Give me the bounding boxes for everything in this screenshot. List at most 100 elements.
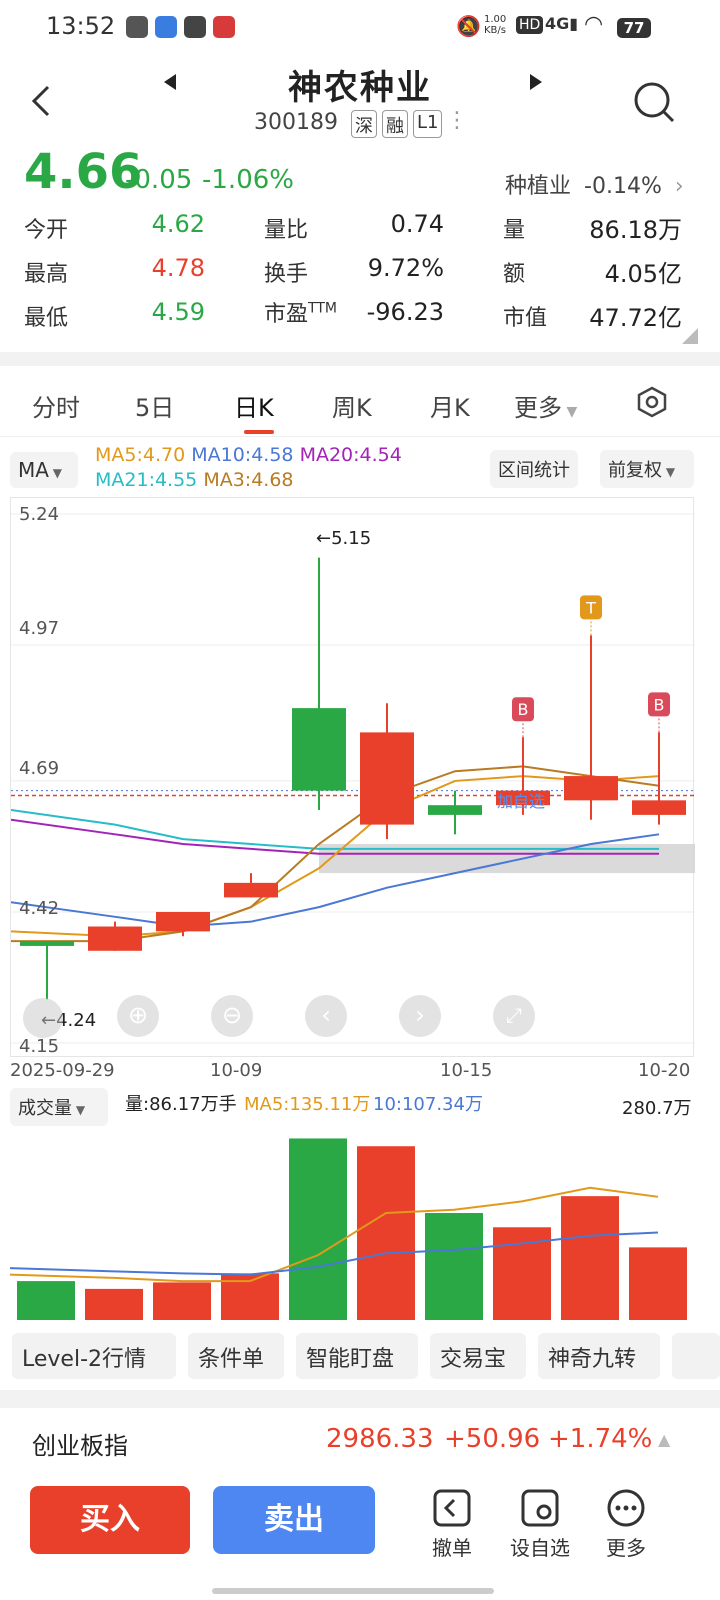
volume-chart[interactable]: [9, 1090, 694, 1322]
signal-icon: 4G▮: [545, 14, 579, 33]
candle-body: [88, 926, 142, 951]
trade-marker-label: T: [585, 598, 596, 617]
scroll-left-end-button[interactable]: [23, 998, 63, 1038]
more-dots-icon[interactable]: ⋮: [446, 108, 468, 133]
cancel-order-icon[interactable]: [432, 1488, 472, 1528]
ma-legend-2: MA21:4.55 MA3:4.68: [95, 469, 294, 491]
volume-select[interactable]: 成交量 ▼: [10, 1088, 108, 1126]
candle-body: [428, 805, 482, 815]
trade-marker: [648, 692, 670, 717]
label-pe: 市盈TTM: [264, 296, 337, 328]
candle-body: [20, 941, 74, 946]
wifi-icon: ◠: [584, 12, 604, 37]
index-name: 创业板指: [32, 1432, 128, 1460]
sell-button[interactable]: 卖出: [213, 1486, 375, 1554]
price-change: -0.05: [125, 165, 193, 195]
tab-more[interactable]: 更多 ▼: [514, 388, 577, 423]
mute-icon: 🔕: [456, 14, 481, 38]
y-tick: 4.15: [19, 1036, 60, 1057]
more-quick-button[interactable]: [672, 1333, 720, 1379]
caret-down-icon: ▼: [562, 404, 578, 420]
buy-button[interactable]: 买入: [30, 1486, 190, 1554]
candle-body: [224, 882, 278, 898]
index-ticker[interactable]: 创业板指 2986.33 +50.96 +1.74% ▲: [0, 1410, 720, 1474]
price-change-pct: -1.06%: [202, 165, 294, 195]
condition-order-button[interactable]: 条件单: [188, 1333, 284, 1379]
sector-name: 种植业: [505, 174, 572, 199]
expand-corner-icon[interactable]: [682, 328, 698, 344]
adjust-label: 前复权: [608, 460, 662, 481]
ma-select[interactable]: MA ▼: [10, 452, 78, 488]
back-icon[interactable]: [28, 84, 54, 118]
tab-intraday[interactable]: 分时: [32, 394, 80, 422]
zoom-in-icon[interactable]: ⊕: [117, 995, 159, 1037]
search-icon[interactable]: [632, 80, 676, 124]
add-watchlist-label[interactable]: 设自选: [510, 1536, 570, 1560]
tab-5day[interactable]: 5日: [135, 394, 175, 422]
label-volume-ratio: 量比: [264, 218, 309, 243]
ma5-value: MA5:4.70: [95, 444, 186, 466]
tab-monthly-k[interactable]: 月K: [430, 394, 470, 422]
label-pe-text: 市盈TTM: [264, 300, 337, 327]
app-icon: [184, 16, 206, 38]
ma21-value: MA21:4.55: [95, 469, 198, 491]
more-label[interactable]: 更多: [606, 1536, 646, 1560]
value-volume: 86.18万: [589, 216, 682, 244]
page-title: 神农种业: [288, 68, 432, 108]
next-stock-icon[interactable]: [528, 72, 546, 92]
smart-monitor-button[interactable]: 智能盯盘: [296, 1333, 418, 1379]
label-amount: 额: [503, 262, 526, 287]
high-label: ←5.15: [316, 528, 372, 549]
trade-marker: [512, 697, 534, 722]
add-watchlist-icon[interactable]: [520, 1488, 560, 1528]
cancel-order-label[interactable]: 撤单: [432, 1536, 472, 1560]
fullscreen-icon[interactable]: ⤢: [493, 995, 535, 1037]
volume-bar: [289, 1138, 347, 1320]
volume-ma10: 10:107.34万: [373, 1094, 483, 1115]
caret-up-icon[interactable]: ▲: [658, 1430, 671, 1449]
volume-summary: 量:86.17万手: [125, 1094, 237, 1115]
x-tick: 10-20: [638, 1060, 691, 1081]
scroll-right-icon[interactable]: ›: [399, 995, 441, 1037]
zoom-out-icon[interactable]: ⊖: [211, 995, 253, 1037]
ma10-line: [11, 833, 660, 928]
tab-weekly-k[interactable]: 周K: [332, 394, 372, 422]
adjust-select[interactable]: 前复权 ▼: [600, 450, 694, 488]
volume-bar: [85, 1288, 143, 1320]
volume-select-label: 成交量: [18, 1098, 72, 1119]
wechat-icon: [126, 16, 148, 38]
level2-button[interactable]: Level-2行情: [12, 1333, 176, 1379]
value-open: 4.62: [151, 210, 205, 238]
trade-treasure-button[interactable]: 交易宝: [430, 1333, 526, 1379]
magic-nine-button[interactable]: 神奇九转: [538, 1333, 660, 1379]
caret-down-icon: ▼: [72, 1103, 86, 1117]
tab-daily-k[interactable]: 日K: [234, 394, 274, 422]
x-tick: 10-15: [440, 1060, 493, 1081]
more-icon[interactable]: [606, 1488, 646, 1528]
volume-ma5-line: [9, 1186, 659, 1283]
scroll-left-icon[interactable]: ‹: [305, 995, 347, 1037]
volume-ma5: MA5:135.11万: [244, 1094, 371, 1115]
app-icon: [213, 16, 235, 38]
volume-bar: [425, 1213, 483, 1320]
y-tick: 4.42: [19, 898, 60, 919]
interval-stats-button[interactable]: 区间统计: [490, 450, 578, 488]
chevron-right-icon: ›: [674, 174, 684, 199]
current-price: 4.66: [24, 144, 143, 200]
margin-tag: 融: [382, 110, 408, 138]
ma20-line: [11, 818, 659, 855]
ma3-value: MA3:4.68: [203, 469, 294, 491]
ma20-value: MA20:4.54: [299, 444, 402, 466]
trade-marker-label: B: [654, 695, 665, 714]
battery-icon: 77: [617, 18, 651, 38]
sector-link[interactable]: 种植业 -0.14% ›: [505, 168, 684, 200]
value-low: 4.59: [151, 298, 205, 326]
y-tick: 4.69: [19, 758, 60, 779]
settings-hex-icon[interactable]: [636, 386, 668, 418]
volume-svg: [9, 1138, 687, 1320]
ma3-line: [11, 765, 660, 943]
volume-bar: [629, 1247, 687, 1320]
prev-stock-icon[interactable]: [160, 72, 178, 92]
label-high: 最高: [24, 262, 69, 287]
